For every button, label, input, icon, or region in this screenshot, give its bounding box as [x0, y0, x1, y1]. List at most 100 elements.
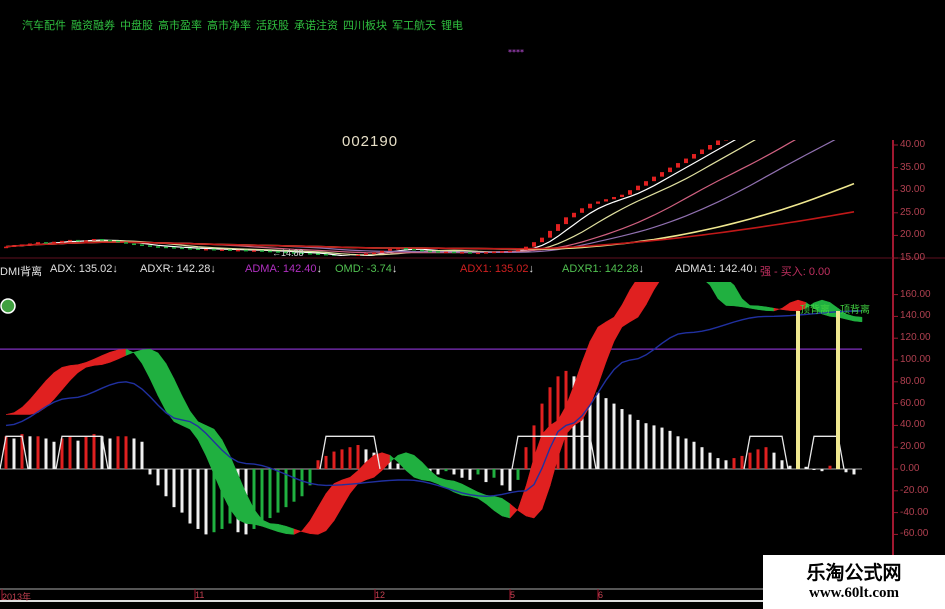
histogram-bar [100, 436, 104, 469]
histogram-bar [636, 419, 640, 469]
histogram-bar [788, 465, 792, 469]
indicator-tick-label: -20.00 [900, 484, 929, 496]
histogram-bar [340, 449, 344, 469]
time-tick-label: 5 [510, 590, 516, 600]
histogram-bar [484, 469, 488, 483]
candle [724, 140, 728, 141]
candle [388, 248, 392, 251]
sector-tag[interactable]: 军工航天 [392, 19, 436, 32]
candle [12, 245, 16, 247]
histogram-bar [172, 469, 176, 508]
down-arrow-icon: ↓ [316, 263, 323, 275]
adx-band [637, 282, 647, 319]
histogram-bar [76, 440, 80, 469]
histogram-bar [684, 438, 688, 469]
histogram-bar [612, 403, 616, 469]
histogram-bar [748, 452, 752, 469]
adxr-line [5, 310, 863, 498]
adx-band [662, 273, 670, 278]
adx-band [69, 364, 79, 382]
ma-line [5, 140, 737, 256]
indicator-tick-label: 0.00 [900, 463, 920, 474]
candle [700, 149, 704, 155]
adx-band [133, 349, 143, 365]
time-tick-label: 2013年 [2, 592, 32, 602]
histogram-bar [68, 436, 72, 469]
adx-band [325, 482, 335, 532]
alert-bar [796, 310, 800, 469]
adx-band [541, 424, 551, 510]
sector-tag[interactable]: 汽车配件 [22, 19, 66, 32]
histogram-bar [596, 392, 600, 469]
histogram-bar [316, 460, 320, 469]
histogram-bar [60, 438, 64, 469]
histogram-bar [276, 469, 280, 513]
histogram-bar [292, 469, 296, 502]
histogram-bar [204, 469, 208, 535]
adx-band [229, 455, 239, 521]
histogram-bar [28, 436, 32, 469]
candle [436, 251, 440, 253]
signal-plateau [511, 435, 597, 470]
candle [52, 241, 56, 244]
histogram-bar [332, 451, 336, 469]
sector-tag[interactable]: 中盘股 [120, 19, 153, 32]
sector-tag[interactable]: 承诺注资 [294, 19, 338, 32]
indicator-value: ADXR1: 142.28↓ [562, 263, 644, 275]
adx-band [605, 316, 615, 363]
candle [260, 250, 264, 252]
sector-tag[interactable]: 四川板块 [343, 19, 387, 32]
candle [604, 199, 608, 202]
adx-band [757, 305, 767, 311]
candle [100, 239, 104, 241]
histogram-bar [116, 436, 120, 469]
sector-tag[interactable]: 高市净率 [207, 19, 251, 32]
indicator-tick-label: 120.00 [900, 332, 931, 344]
sector-tag[interactable]: 锂电 [441, 19, 463, 32]
candle [236, 249, 240, 252]
stock-code: 002190 [342, 133, 399, 150]
candle [332, 255, 336, 256]
candle [612, 196, 616, 200]
histogram-bar [84, 436, 88, 469]
adx-band [501, 497, 511, 519]
candle [60, 240, 64, 243]
candle [188, 248, 192, 250]
adx-band [293, 528, 303, 535]
histogram-bar [180, 469, 184, 513]
adx-band [77, 362, 87, 374]
sector-tag[interactable]: 活跃股 [256, 19, 289, 32]
candle [76, 239, 80, 242]
candle [316, 253, 320, 255]
candle [324, 253, 328, 256]
histogram-bar [188, 469, 192, 524]
candle [20, 244, 24, 246]
adx-band [469, 487, 479, 499]
adx-band [301, 520, 311, 534]
sector-tag[interactable]: 高市盈率 [158, 19, 202, 32]
histogram-bar [700, 447, 704, 469]
histogram-bar [196, 469, 200, 529]
histogram-bar [468, 469, 472, 480]
candle [356, 254, 360, 256]
adx-band [13, 406, 23, 415]
histogram-bar [212, 469, 216, 533]
adx-band [765, 306, 775, 312]
candle [108, 239, 112, 242]
histogram-bar [820, 469, 824, 472]
adx-band [413, 454, 423, 481]
candle [44, 242, 48, 244]
sector-tag[interactable]: 融资融券 [71, 19, 115, 32]
candle [396, 248, 400, 250]
histogram-bar [764, 447, 768, 469]
adx-band [549, 419, 559, 487]
adx-band [53, 366, 63, 401]
histogram-bar [92, 434, 96, 469]
histogram-bar [476, 469, 480, 475]
time-tick-label: 6 [598, 590, 604, 600]
watermark-logo: 乐淘公式网 www.60lt.com [763, 555, 945, 609]
indicator-tick-label: 160.00 [900, 288, 931, 300]
down-arrow-icon: ↓ [391, 263, 398, 275]
adx-band [309, 506, 319, 535]
